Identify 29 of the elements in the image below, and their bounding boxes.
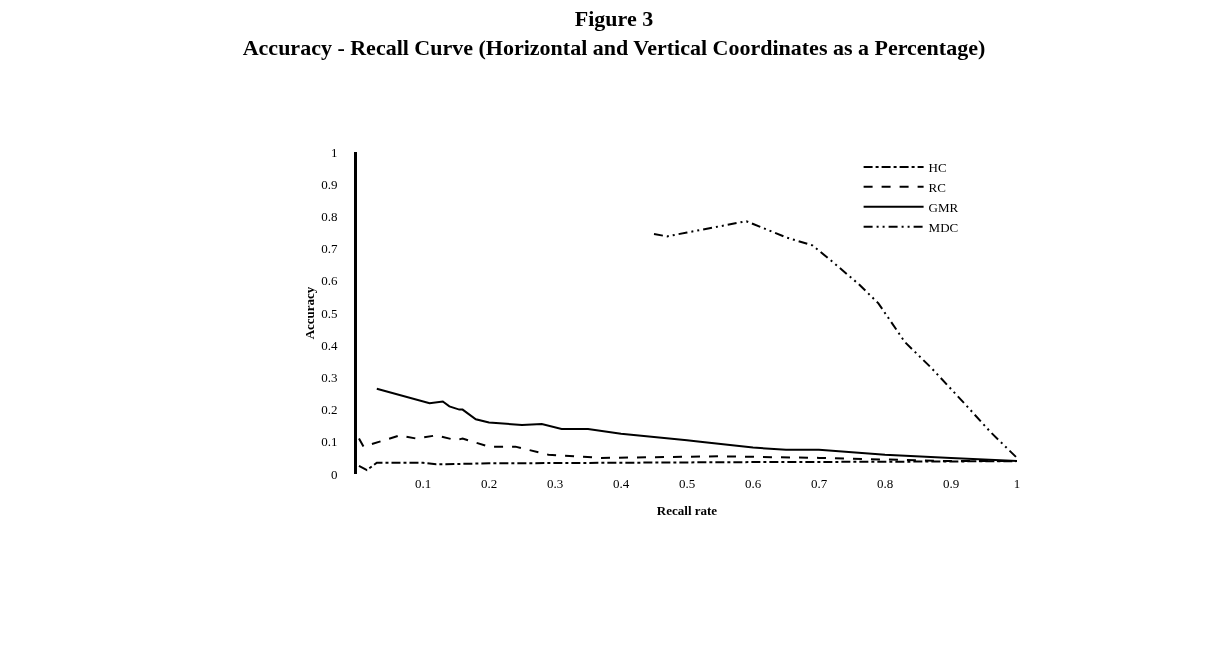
chart-subtitle: Accuracy - Recall Curve (Horizontal and Vertical Coordinates as a Percentage) [242,34,986,60]
legend-label: MDC [928,219,959,235]
y-axis-title: Accuracy [302,286,318,340]
y-tick-label: 0.8 [321,208,338,224]
y-tick-label: 0.5 [321,305,338,321]
x-tick-label: 0.6 [744,476,762,491]
y-tick-label: 0.9 [321,176,338,192]
legend-label: HC [928,160,947,176]
y-tick-label: 0.6 [321,273,338,289]
x-tick-label: 0.2 [480,476,498,491]
y-tick-label: 0.1 [321,434,338,450]
x-tick-label: 0.9 [942,476,960,491]
legend-label: GMR [928,199,959,215]
x-tick-label: 0.3 [546,476,564,491]
x-tick-label: 0.4 [612,476,630,491]
y-tick-label: 0.3 [321,369,338,385]
chart-title: Figure 3 [574,6,654,32]
legend-label: RC [928,179,946,195]
y-tick-label: 0.2 [321,402,338,418]
y-tick-label: 1 [330,144,338,160]
x-axis-title: Recall rate [656,502,718,518]
x-tick-label: 0.8 [876,476,894,491]
x-tick-label: 0.1 [414,476,432,491]
x-tick-label: 1 [1013,476,1021,491]
x-tick-label: 0.5 [678,476,696,491]
x-tick-label: 0.7 [810,476,828,491]
y-tick-label: 0 [330,466,338,482]
y-tick-label: 0.7 [321,241,338,257]
y-tick-label: 0.4 [321,337,338,353]
